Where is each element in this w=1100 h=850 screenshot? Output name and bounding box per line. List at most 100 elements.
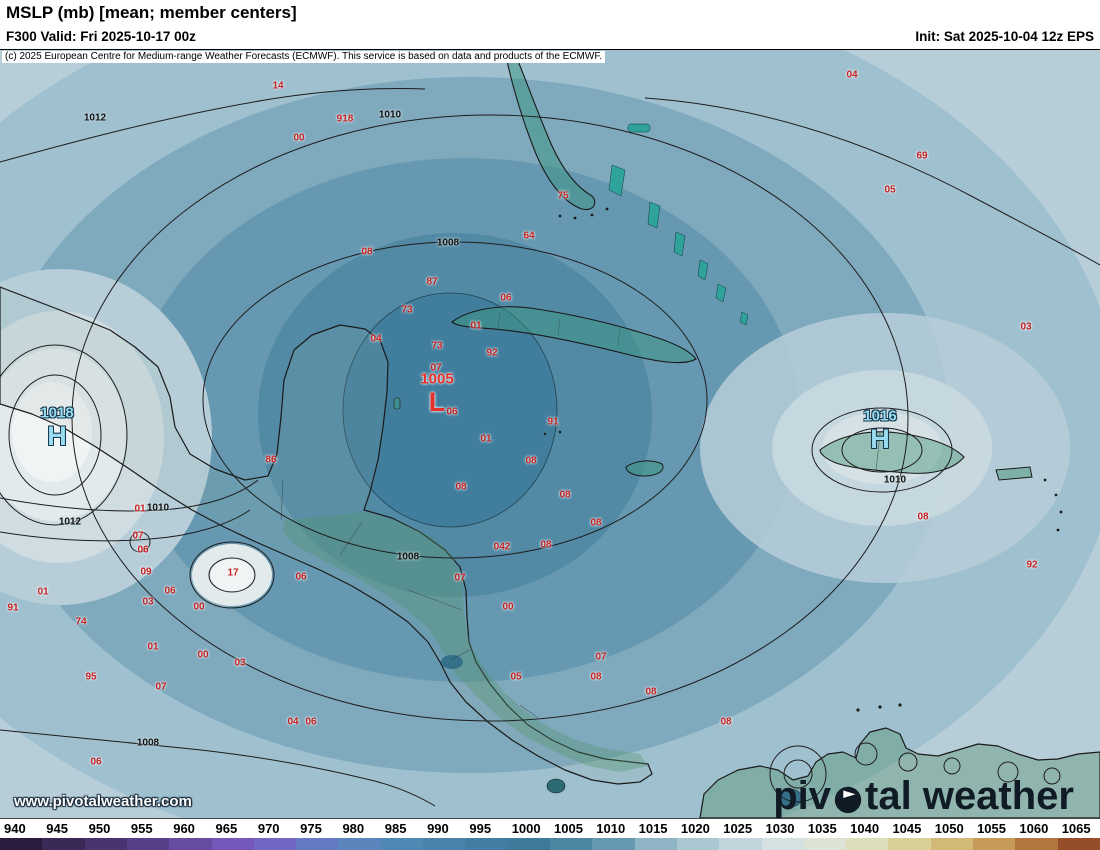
member-center-value: 14: [272, 80, 284, 92]
member-center-value: 17: [227, 567, 239, 579]
member-center-value: 01: [147, 641, 159, 653]
member-center-value: 08: [361, 246, 373, 258]
flag-icon: [832, 782, 864, 814]
member-center-value: 08: [590, 671, 602, 683]
colorbar-strip: [0, 838, 1100, 850]
colorbar-tick-label: 1005: [554, 821, 583, 836]
jamaica-coastline: [625, 460, 664, 477]
member-center-value: 04: [370, 333, 382, 345]
member-center-value: 01: [37, 586, 49, 598]
member-center-value: 07: [595, 651, 607, 663]
member-center-value: 00: [197, 649, 209, 661]
colorbar-segment: [169, 838, 213, 850]
colorbar-segment: [803, 838, 847, 850]
pressure-center-low-marker: L: [428, 386, 446, 417]
colorbar-segment: [719, 838, 763, 850]
colorbar-segment: [592, 838, 636, 850]
colorbar-tick-label: 985: [384, 821, 407, 836]
pressure-center-value: 1018: [40, 404, 74, 422]
member-center-value: 04: [846, 69, 858, 81]
colorbar-tick-label: 955: [130, 821, 153, 836]
member-center-value: 08: [455, 481, 467, 493]
colorbar-segment: [423, 838, 466, 850]
member-center-value: 918: [336, 113, 354, 125]
pressure-colorbar: 940 945 950 955 960 965 970 975 980 985 990 995 1000…: [0, 818, 1100, 850]
pressure-center-high-marker: H: [47, 420, 67, 451]
member-center-value: 69: [916, 150, 928, 162]
member-center-value: 86: [265, 454, 277, 466]
colorbar-tick-label: 1060: [1019, 821, 1049, 836]
colorbar-tick-label: 1040: [850, 821, 880, 836]
colorbar-tick-label: 1065: [1061, 821, 1091, 836]
logo-text-left: piv: [773, 774, 832, 818]
colorbar-tick-label: 1030: [765, 821, 795, 836]
valid-time-label: F300 Valid: Fri 2025-10-17 00z: [6, 29, 196, 44]
isobar-label: 1008: [396, 551, 420, 563]
member-center-value: 73: [401, 304, 413, 316]
member-center-value: 87: [426, 276, 438, 288]
member-center-value: 92: [1026, 559, 1038, 571]
member-center-value: 07: [454, 572, 466, 584]
member-center-value: 07: [132, 530, 144, 542]
map-header: MSLP (mb) [mean; member centers] F300 Va…: [0, 0, 1100, 50]
colorbar-tick-label: 990: [427, 821, 449, 836]
member-center-value: 06: [446, 406, 458, 418]
pressure-center-value: 1005: [420, 370, 454, 388]
member-center-value: 06: [500, 292, 512, 304]
colorbar-segment: [634, 838, 678, 850]
init-time-label: Init: Sat 2025-10-04 12z EPS: [915, 29, 1094, 44]
colorbar-segment: [676, 838, 720, 850]
colorbar-segment: [846, 838, 889, 850]
colorbar-segment: [253, 838, 297, 850]
colorbar-tick-label: 945: [46, 821, 68, 836]
pivotal-weather-logo: piv tal weather: [773, 776, 1074, 816]
colorbar-tick-label: 1010: [596, 821, 626, 836]
colorbar-segment: [550, 838, 593, 850]
colorbar-segment: [761, 838, 805, 850]
map-labels-layer: 04 14 918 00 69 05 75 64 08 87 06 73 01 04 73 92 07 03 06 9…: [0, 50, 1100, 818]
puerto-rico-coastline: [995, 466, 1033, 481]
isobar-label: 1010: [146, 502, 170, 514]
colorbar-tick-label: 965: [215, 821, 238, 836]
colorbar-segment: [380, 838, 424, 850]
map-area: (c) 2025 European Centre for Medium-rang…: [0, 50, 1100, 818]
member-center-value: 91: [547, 416, 559, 428]
colorbar-tick-label: 1050: [934, 821, 964, 836]
member-center-value: 08: [590, 517, 602, 529]
colorbar-segment: [0, 838, 43, 850]
member-center-value: 91: [7, 602, 19, 614]
member-center-value: 64: [523, 230, 535, 242]
member-center-value: 06: [90, 756, 102, 768]
colorbar-segment: [126, 838, 170, 850]
watermark-url: www.pivotalweather.com: [14, 793, 192, 810]
member-center-value: 05: [510, 671, 522, 683]
member-center-value: 95: [85, 671, 97, 683]
pressure-center-high-marker: H: [870, 423, 890, 454]
member-center-value: 73: [431, 340, 443, 352]
colorbar-tick-label: 1025: [723, 821, 753, 836]
member-center-value: 06: [164, 585, 176, 597]
colorbar-segment: [973, 838, 1016, 850]
header-subline: F300 Valid: Fri 2025-10-17 00z Init: Sat…: [6, 29, 1094, 44]
colorbar-segment: [1015, 838, 1059, 850]
isobar-label: 1008: [436, 237, 460, 249]
pressure-center-value: 1016: [863, 407, 897, 425]
colorbar-tick-label: 950: [88, 821, 111, 836]
member-center-value: 07: [155, 681, 167, 693]
member-center-value: 08: [917, 511, 929, 523]
isobar-label: 1008: [136, 737, 160, 749]
colorbar-tick-label: 975: [300, 821, 322, 836]
member-center-value: 08: [645, 686, 657, 698]
colorbar-segment: [507, 838, 551, 850]
member-center-value: 06: [305, 716, 317, 728]
colorbar-tick-label: 1035: [807, 821, 837, 836]
colorbar-segment: [296, 838, 339, 850]
isobar-label: 1012: [58, 516, 82, 528]
member-center-value: 08: [540, 539, 552, 551]
colorbar-segment: [42, 838, 86, 850]
member-center-value: 00: [293, 132, 305, 144]
copyright-notice: (c) 2025 European Centre for Medium-rang…: [2, 51, 606, 63]
member-center-value: 00: [193, 601, 205, 613]
member-center-value: 06: [295, 571, 307, 583]
